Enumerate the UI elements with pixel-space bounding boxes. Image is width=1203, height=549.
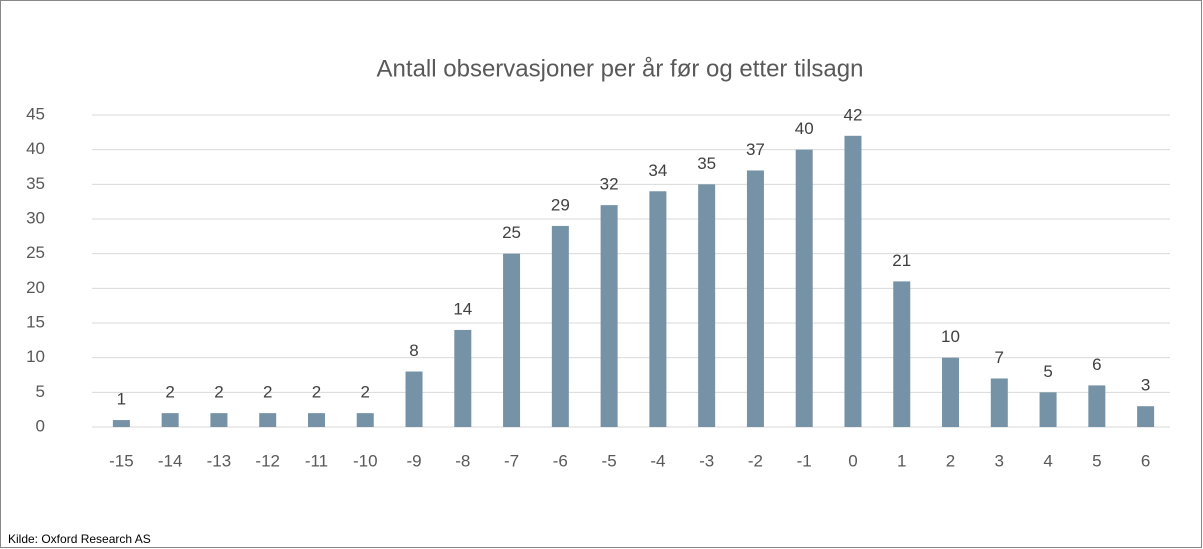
data-label: 40 [795,119,814,138]
x-tick-label: 5 [1092,451,1101,470]
data-label: 14 [453,299,472,318]
bar [1039,392,1057,427]
data-label: 25 [502,223,521,242]
data-label: 35 [697,154,716,173]
bar [844,135,862,428]
bar [990,378,1008,427]
bar [307,413,325,427]
data-label: 10 [941,327,960,346]
bar [551,225,569,427]
y-tick-label: 40 [26,139,45,158]
x-tick-label: -10 [353,451,378,470]
data-label: 29 [551,195,570,214]
data-label: 5 [1043,362,1052,381]
bar [210,413,228,427]
bar [600,205,618,427]
x-tick-label: -8 [455,451,470,470]
bar [649,191,667,427]
x-tick-label: -15 [109,451,134,470]
bar [1088,385,1106,427]
chart-title: Antall observasjoner per år før og etter… [377,55,864,82]
x-tick-label: -11 [305,451,328,470]
bar [259,413,277,427]
y-tick-label: 0 [36,416,45,435]
data-label: 2 [361,383,370,402]
y-tick-label: 20 [26,278,45,297]
bar [161,413,179,427]
y-tick-label: 15 [26,312,45,331]
bar [356,413,374,427]
x-tick-label: 1 [897,451,906,470]
x-tick-label: -14 [158,451,183,470]
data-label: 3 [1141,376,1150,395]
bar [942,357,960,427]
y-tick-label: 45 [26,104,45,123]
data-label: 6 [1092,355,1101,374]
y-tick-label: 35 [26,174,45,193]
x-tick-label: -5 [602,451,617,470]
x-tick-label: -2 [748,451,763,470]
bar [698,184,716,427]
x-tick-label: 2 [946,451,955,470]
x-tick-label: -6 [553,451,568,470]
data-label: 2 [312,383,321,402]
data-label: 2 [165,383,174,402]
x-tick-label: -7 [504,451,519,470]
x-tick-label: -1 [797,451,812,470]
x-tick-label: 0 [848,451,857,470]
y-tick-label: 10 [26,347,45,366]
x-tick-label: -12 [255,451,280,470]
x-tick-label: -3 [699,451,714,470]
x-tick-label: -4 [650,451,665,470]
bar [112,420,130,427]
y-tick-label: 5 [36,382,45,401]
data-label: 37 [746,140,765,159]
x-tick-label: 6 [1141,451,1150,470]
source-note: Kilde: Oxford Research AS [8,532,151,546]
data-label: 1 [117,390,126,409]
data-label: 2 [214,383,223,402]
data-label: 21 [892,251,911,270]
y-tick-label: 30 [26,208,45,227]
data-label: 32 [600,175,619,194]
bar [893,281,911,427]
data-label: 7 [995,348,1004,367]
bar [503,253,521,427]
bar [405,371,423,427]
y-tick-label: 25 [26,243,45,262]
data-label: 8 [409,341,418,360]
bar [1137,406,1155,427]
x-tick-label: -13 [207,451,232,470]
x-tick-label: -9 [406,451,421,470]
x-tick-label: 4 [1043,451,1052,470]
bar [454,329,472,427]
bar [795,149,813,427]
x-tick-label: 3 [995,451,1004,470]
data-label: 2 [263,383,272,402]
data-label: 34 [648,161,667,180]
data-label: 42 [844,105,863,124]
bar [746,170,764,427]
